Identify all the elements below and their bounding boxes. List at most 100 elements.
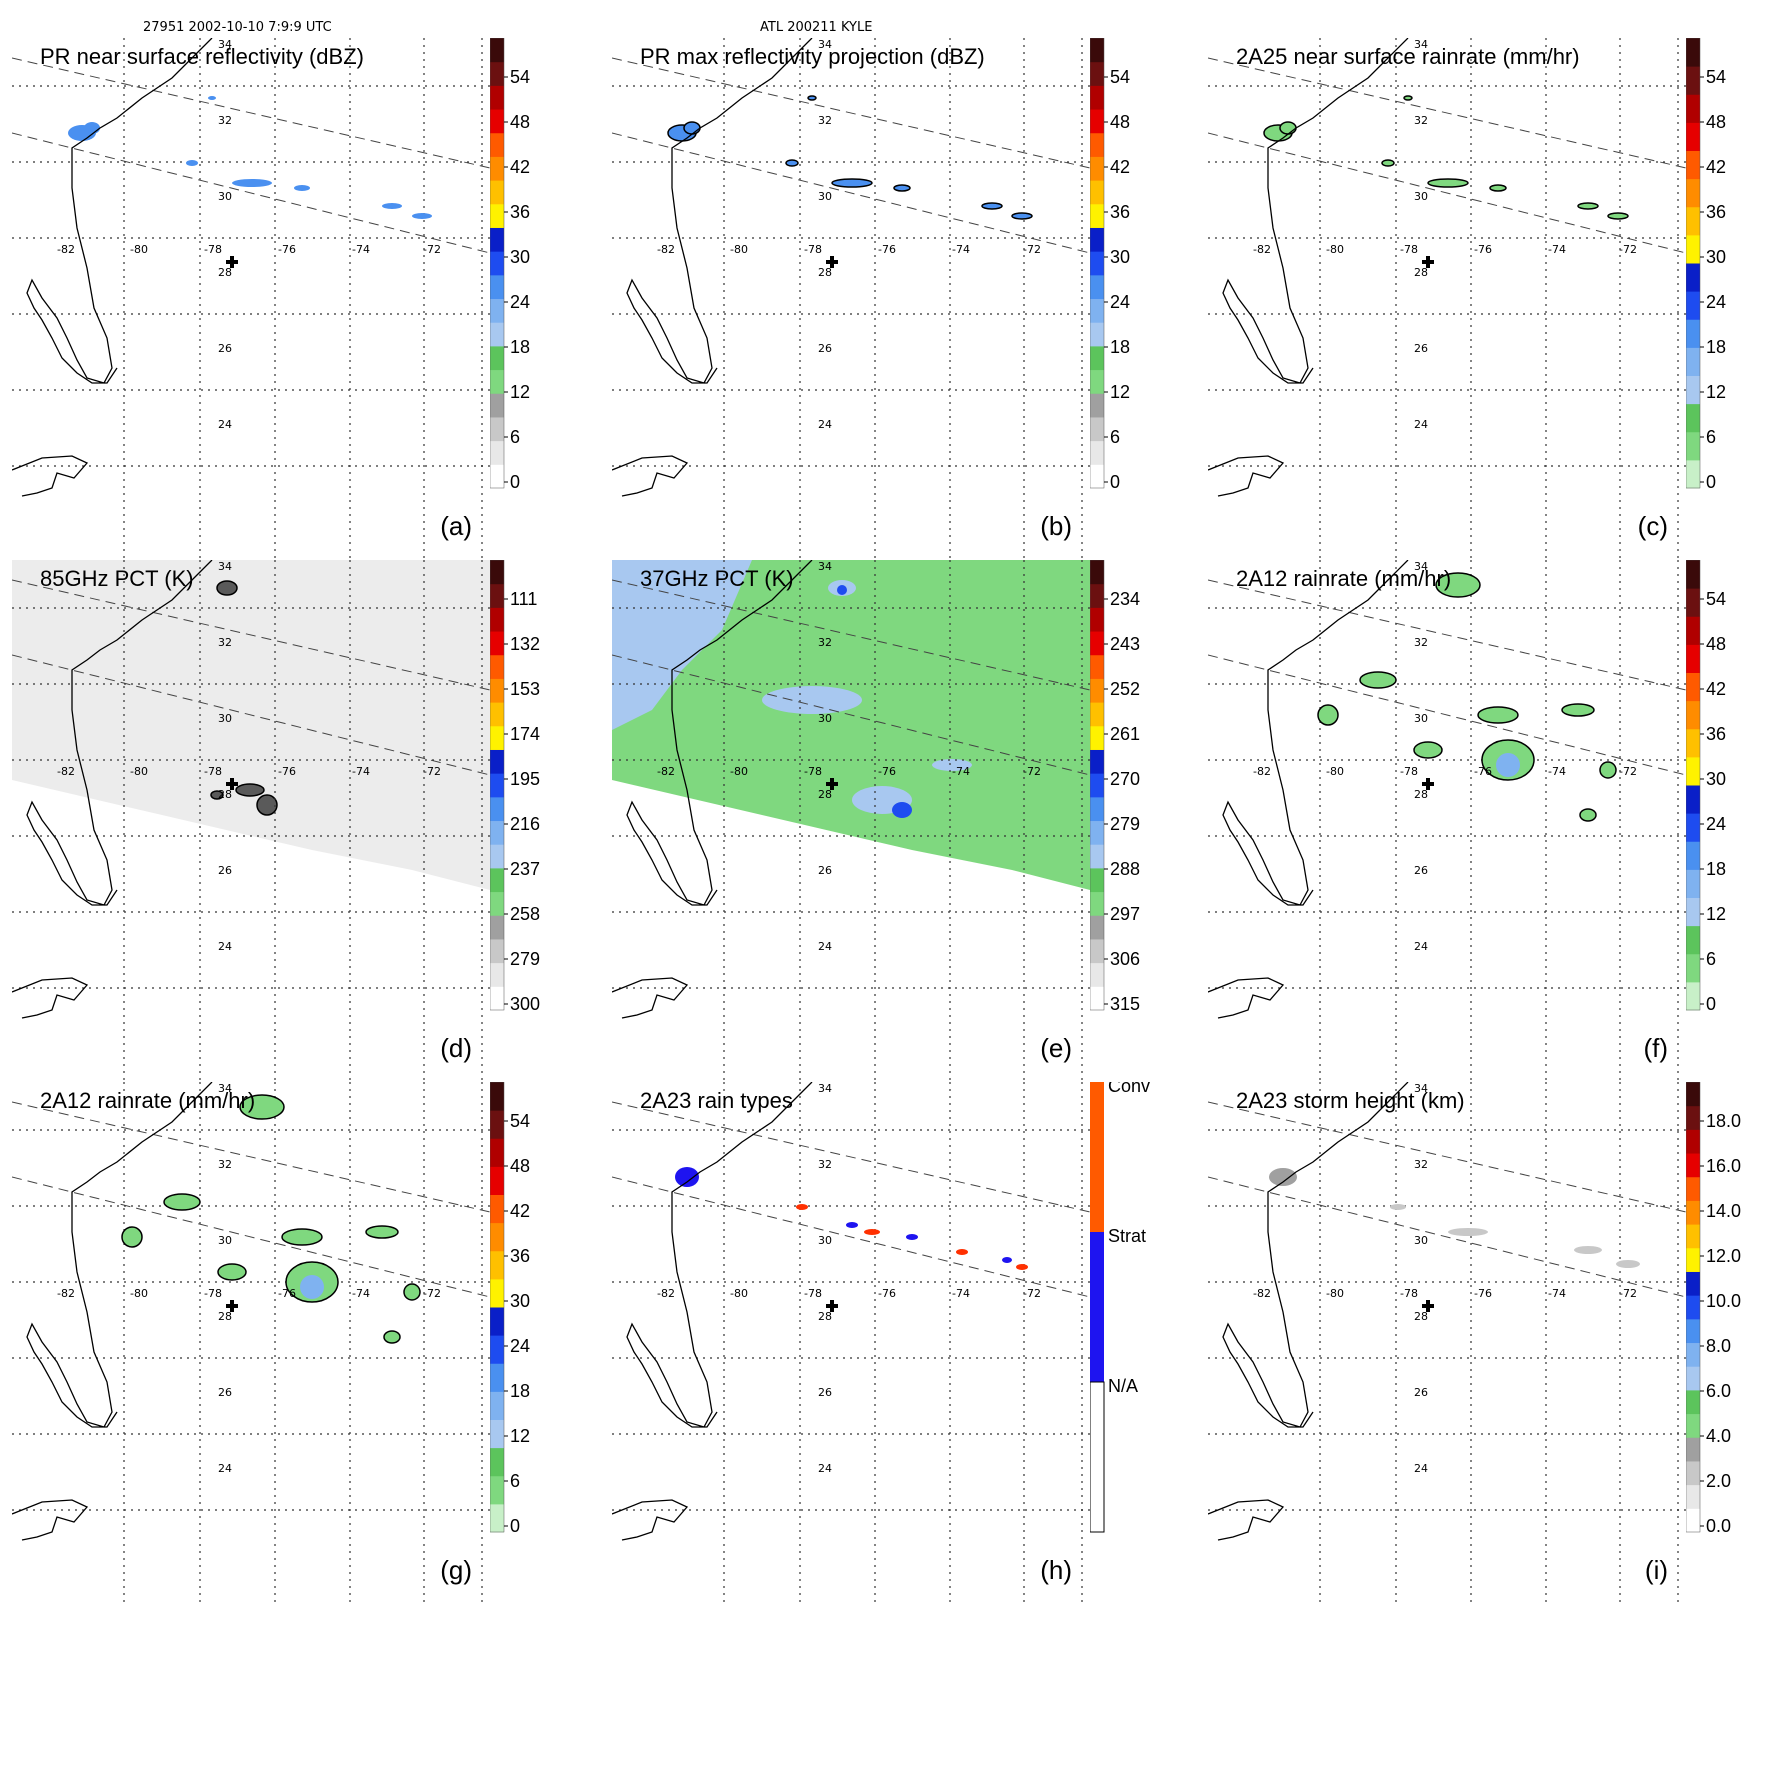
cb-color-step: [1090, 440, 1104, 465]
latitude-label: 30: [818, 1234, 832, 1247]
latitude-label: 34: [818, 560, 832, 573]
cb-color-step: [1686, 1176, 1700, 1201]
cb-tick-label: 234: [1110, 589, 1140, 609]
map-area[interactable]: -82 -80 -78 -76 -74 -72 34 32 30 28 26 24 85GHz PCT…: [12, 560, 490, 1080]
longitude-label: -78: [1400, 243, 1418, 256]
map-area[interactable]: -82 -80 -78 -76 -74 -72 34 32 30 28 26 24 PR max re…: [612, 38, 1090, 558]
cb-color-step: [490, 1391, 504, 1420]
latitude-label: 26: [818, 342, 832, 355]
precip-cell: [412, 213, 432, 219]
map-area[interactable]: -82 -80 -78 -76 -74 -72 34 32 30 28 26 24 2A25 near…: [1208, 38, 1686, 558]
latitude-label: 28: [218, 788, 232, 801]
cb-color-step: [1090, 416, 1104, 442]
latitude-label: 28: [218, 266, 232, 279]
cb-color-step: [490, 1447, 504, 1477]
cb-color-step: [1686, 234, 1700, 264]
longitude-label: -82: [57, 765, 75, 778]
cb-color-step: [490, 583, 504, 608]
cb-color-step: [1686, 700, 1700, 730]
cb-color-step: [1090, 583, 1104, 608]
precip-cell: [807, 95, 817, 101]
precip-cell: [1577, 202, 1599, 210]
longitude-label: -80: [1326, 765, 1344, 778]
cb-color-step: [490, 702, 504, 727]
cuba-coastline: [12, 1499, 89, 1541]
map-canvas: -82 -80 -78 -76 -74 -72 34 32 30 28 26 24: [612, 560, 1090, 1080]
cb-color-step: [1090, 915, 1104, 940]
cb-color-step: [1090, 180, 1104, 205]
map-area[interactable]: -82 -80 -78 -76 -74 -72 34 32 30 28 26 24 2A12 rain…: [12, 1082, 490, 1602]
cb-color-step: [1686, 178, 1700, 208]
cb-color-step: [490, 1278, 504, 1308]
cb-color-step: [1686, 560, 1700, 589]
cb-tick-label: 0: [1706, 472, 1716, 492]
map-area[interactable]: -82 -80 -78 -76 -74 -72 34 32 30 28 26 24 37GHz PCT…: [612, 560, 1090, 1080]
precip-cell: [1435, 572, 1481, 598]
latitude-label: 30: [1414, 712, 1428, 725]
storm-center-marker: [226, 256, 238, 268]
cb-color-step: [1090, 773, 1104, 798]
swath-edge-north: [1208, 579, 1686, 691]
latitude-label: 34: [218, 38, 232, 51]
cb-tick-label: 0: [510, 1516, 520, 1536]
latitude-label: 34: [218, 560, 232, 573]
cb-color-step: [490, 38, 504, 63]
cb-color-step: [1686, 1366, 1700, 1391]
longitude-label: -82: [1253, 243, 1271, 256]
cb-color-step: [1686, 1413, 1700, 1438]
longitude-label: -74: [1548, 765, 1566, 778]
latitude-label: 24: [1414, 418, 1428, 431]
panel-title: 2A23 rain types: [640, 1088, 793, 1113]
precip-cell: [1403, 95, 1413, 101]
longitude-label: -72: [1023, 765, 1041, 778]
cb-color-step: [1686, 347, 1700, 376]
cb-color-step: [1090, 227, 1104, 252]
cb-color-step: [1090, 109, 1104, 134]
cb-color-step: [490, 369, 504, 394]
longitude-label: -76: [878, 243, 896, 256]
precip-cell: [281, 1228, 323, 1246]
precip-cell: [1269, 1168, 1297, 1186]
cb-tick-label: 36: [510, 202, 530, 222]
cb-color-step: [490, 796, 504, 822]
cb-tick-label: 300: [510, 994, 540, 1014]
swath-edge-south: [612, 132, 1090, 254]
map-area[interactable]: -82 -80 -78 -76 -74 -72 34 32 30 28 26 24 2A23 rain…: [612, 1082, 1090, 1602]
cb-color-step: [1686, 1224, 1700, 1249]
cb-tick-label: 18.0: [1706, 1111, 1741, 1131]
map-area[interactable]: -82 -80 -78 -76 -74 -72 34 32 30 28 26 24 PR near s…: [12, 38, 490, 558]
cb-tick-label: 36: [510, 1246, 530, 1266]
cb-tick-label: 261: [1110, 724, 1140, 744]
cb-color-step: [490, 1110, 504, 1139]
cb-color-step: [490, 820, 504, 845]
cb-color-step: [1090, 654, 1104, 679]
map-area[interactable]: -82 -80 -78 -76 -74 -72 34 32 30 28 26 24 2A12 rain…: [1208, 560, 1686, 1080]
map-canvas: -82 -80 -78 -76 -74 -72 34 32 30 28 26 24: [612, 38, 1090, 558]
precip-cell: [1381, 159, 1395, 167]
precip-cell: [1390, 1204, 1406, 1210]
cb-tick-label: 258: [510, 904, 540, 924]
panel-label: (h): [1040, 1555, 1072, 1585]
cb-tick-label: 24: [510, 292, 530, 312]
latitude-label: 26: [218, 1386, 232, 1399]
precip-cell: [831, 178, 873, 188]
cuba-coastline: [12, 455, 89, 497]
longitude-label: -72: [1619, 765, 1637, 778]
precip-cell: [1496, 753, 1520, 777]
map-panel-i: -82 -80 -78 -76 -74 -72 34 32 30 28 26 24 2A23 stor…: [1196, 1082, 1756, 1642]
map-panel-g: -82 -80 -78 -76 -74 -72 34 32 30 28 26 24 2A12 rain…: [0, 1082, 560, 1642]
cb-tick-label: 48: [510, 1156, 530, 1176]
cb-color-step: [1686, 728, 1700, 758]
precip-cell: [1359, 671, 1397, 689]
cb-color-step: [1686, 1460, 1700, 1486]
map-area[interactable]: -82 -80 -78 -76 -74 -72 34 32 30 28 26 24 2A23 stor…: [1208, 1082, 1686, 1602]
cb-color-step: [490, 1419, 504, 1449]
cb-tick-label: 24: [1706, 292, 1726, 312]
cb-color-step: [1686, 981, 1700, 1011]
cb-tick-label: 0: [1706, 994, 1716, 1014]
cuba-coastline: [1208, 977, 1285, 1019]
latitude-label: 30: [818, 712, 832, 725]
colorbar: 54 48 42 36 30 24 18 12 6 0: [1686, 38, 1726, 492]
precip-cell: [382, 203, 402, 209]
cb-color-step: [490, 986, 504, 1011]
